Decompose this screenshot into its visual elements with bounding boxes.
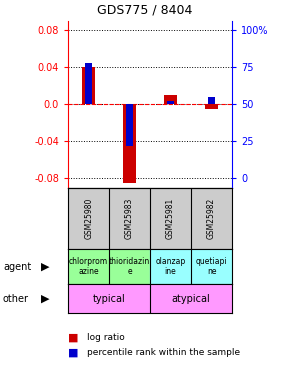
Bar [85, 63, 92, 104]
Text: typical: typical [93, 294, 126, 303]
Bar [208, 97, 215, 104]
Bar [150, 249, 191, 284]
Bar [191, 249, 232, 284]
Bar [164, 95, 177, 104]
Text: GSM25983: GSM25983 [125, 198, 134, 239]
Text: quetiapi
ne: quetiapi ne [196, 257, 227, 276]
Text: other: other [3, 294, 29, 303]
Text: ▶: ▶ [41, 294, 49, 303]
Text: percentile rank within the sample: percentile rank within the sample [87, 348, 240, 357]
Text: GDS775 / 8404: GDS775 / 8404 [97, 4, 193, 17]
Text: olanzap
ine: olanzap ine [155, 257, 186, 276]
Text: atypical: atypical [172, 294, 211, 303]
Text: chlorprom
azine: chlorprom azine [69, 257, 108, 276]
Bar [68, 249, 109, 284]
Bar [205, 104, 218, 109]
Bar [109, 249, 150, 284]
Bar [150, 284, 232, 313]
Text: ■: ■ [68, 333, 79, 342]
Text: agent: agent [3, 262, 31, 272]
Bar [68, 284, 150, 313]
Text: log ratio: log ratio [87, 333, 125, 342]
Text: GSM25980: GSM25980 [84, 198, 93, 239]
Bar [82, 67, 95, 104]
Text: ■: ■ [68, 348, 79, 357]
Bar [167, 101, 174, 104]
Text: GSM25982: GSM25982 [207, 198, 216, 239]
Bar [124, 104, 136, 183]
Text: thioridazin
e: thioridazin e [109, 257, 150, 276]
Text: GSM25981: GSM25981 [166, 198, 175, 239]
Bar [126, 104, 133, 146]
Text: ▶: ▶ [41, 262, 49, 272]
